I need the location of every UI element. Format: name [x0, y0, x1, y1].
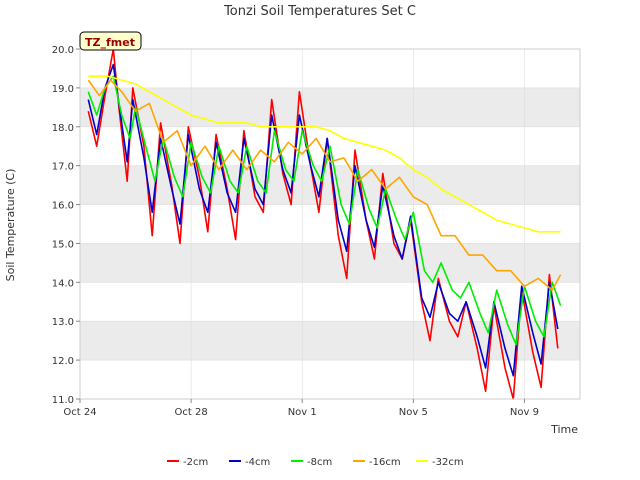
series-lines — [87, 48, 562, 400]
y-tick-label: 12.0 — [52, 356, 74, 367]
x-tick-label: Oct 28 — [175, 407, 208, 418]
y-tick-label: 20.0 — [52, 45, 74, 56]
plot-frame — [79, 48, 581, 400]
chart-title: Tonzi Soil Temperatures Set C — [223, 4, 416, 19]
legend-label: -16cm — [369, 457, 401, 468]
annotation-box — [79, 31, 142, 51]
x-tick-label: Oct 24 — [63, 407, 96, 418]
series-line--32cm — [88, 75, 561, 233]
legend-label: -32cm — [432, 457, 464, 468]
grid-band — [80, 87, 580, 127]
y-axis: 11.0 12.0 13.0 14.0 15.0 16.0 17.0 18.0 19.0 20.0 — [52, 45, 80, 406]
series-line--16cm — [87, 79, 562, 291]
y-tick-label: 13.0 — [52, 317, 74, 328]
legend: -2cm -4cm -8cm -16cm -32cm — [167, 457, 464, 468]
plot-background — [80, 49, 580, 399]
grid-band — [80, 165, 580, 205]
grid-band — [80, 321, 580, 361]
legend-label: -2cm — [183, 457, 208, 468]
x-axis-label: Time — [550, 423, 578, 436]
y-tick-label: 14.0 — [52, 278, 74, 289]
grid-band — [80, 243, 580, 283]
legend-label: -8cm — [307, 457, 332, 468]
legend-label: -4cm — [245, 457, 270, 468]
annotation-label: TZ_fmet — [85, 36, 135, 49]
x-tick-label: Nov 9 — [510, 407, 539, 418]
y-tick-label: 11.0 — [52, 395, 74, 406]
x-tick-label: Nov 5 — [399, 407, 428, 418]
y-tick-label: 17.0 — [52, 162, 74, 173]
series-line--8cm — [87, 75, 562, 346]
y-tick-label: 15.0 — [52, 239, 74, 250]
x-axis: Oct 24 Oct 28 Nov 1 Nov 5 Nov 9 — [63, 399, 539, 418]
x-tick-label: Nov 1 — [288, 407, 317, 418]
y-tick-label: 16.0 — [52, 201, 74, 212]
y-tick-label: 19.0 — [52, 84, 74, 95]
y-tick-label: 18.0 — [52, 123, 74, 134]
y-axis-label: Soil Temperature (C) — [4, 169, 17, 282]
